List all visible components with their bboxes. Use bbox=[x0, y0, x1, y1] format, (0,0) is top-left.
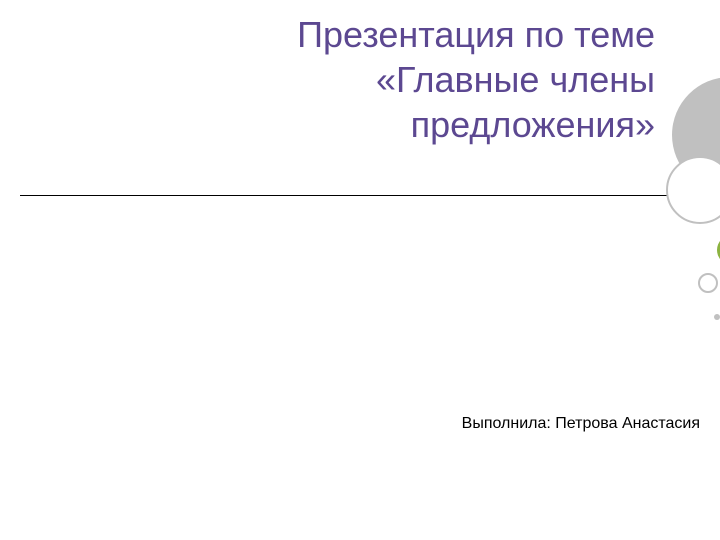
decorative-circle bbox=[698, 273, 718, 293]
author-text: Выполнила: Петрова Анастасия bbox=[462, 415, 700, 433]
title-line-1: Презентация по теме bbox=[297, 12, 655, 57]
title-line-2: «Главные члены bbox=[297, 57, 655, 102]
horizontal-divider bbox=[20, 195, 700, 196]
decorative-circle bbox=[714, 314, 720, 320]
decorative-circle bbox=[666, 156, 720, 224]
title-line-3: предложения» bbox=[297, 102, 655, 147]
title-block: Презентация по теме «Главные члены предл… bbox=[297, 12, 655, 147]
